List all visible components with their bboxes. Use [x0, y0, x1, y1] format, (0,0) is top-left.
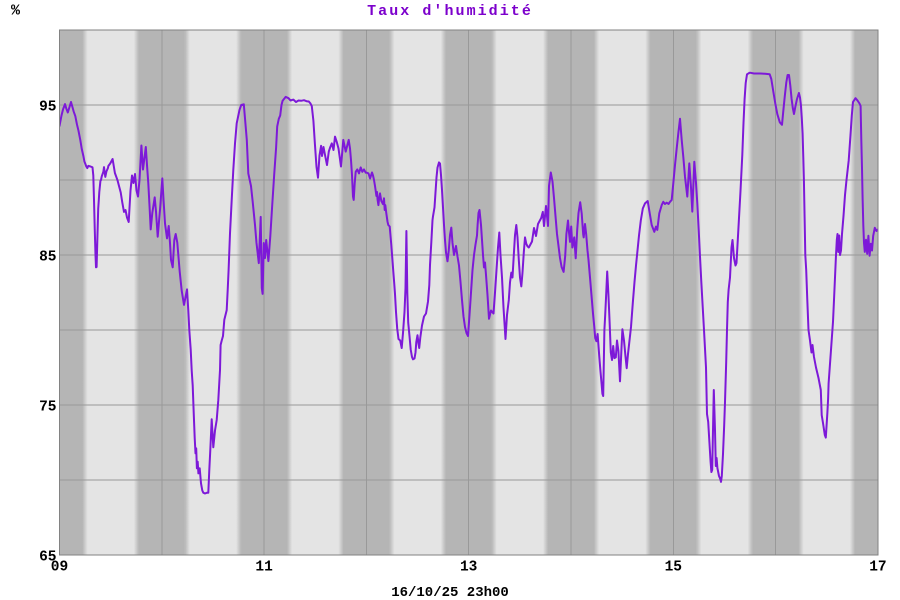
svg-text:95: 95: [39, 100, 56, 116]
svg-text:%: %: [11, 3, 21, 20]
svg-text:15: 15: [665, 560, 682, 576]
svg-text:85: 85: [39, 250, 56, 266]
svg-text:75: 75: [39, 400, 56, 416]
svg-text:13: 13: [460, 560, 477, 576]
svg-text:65: 65: [39, 550, 56, 566]
svg-text:16/10/25 23h00: 16/10/25 23h00: [391, 585, 509, 600]
svg-text:17: 17: [869, 560, 886, 576]
svg-text:Taux d'humidité: Taux d'humidité: [367, 3, 533, 20]
svg-text:09: 09: [51, 560, 68, 576]
svg-text:11: 11: [255, 560, 273, 576]
